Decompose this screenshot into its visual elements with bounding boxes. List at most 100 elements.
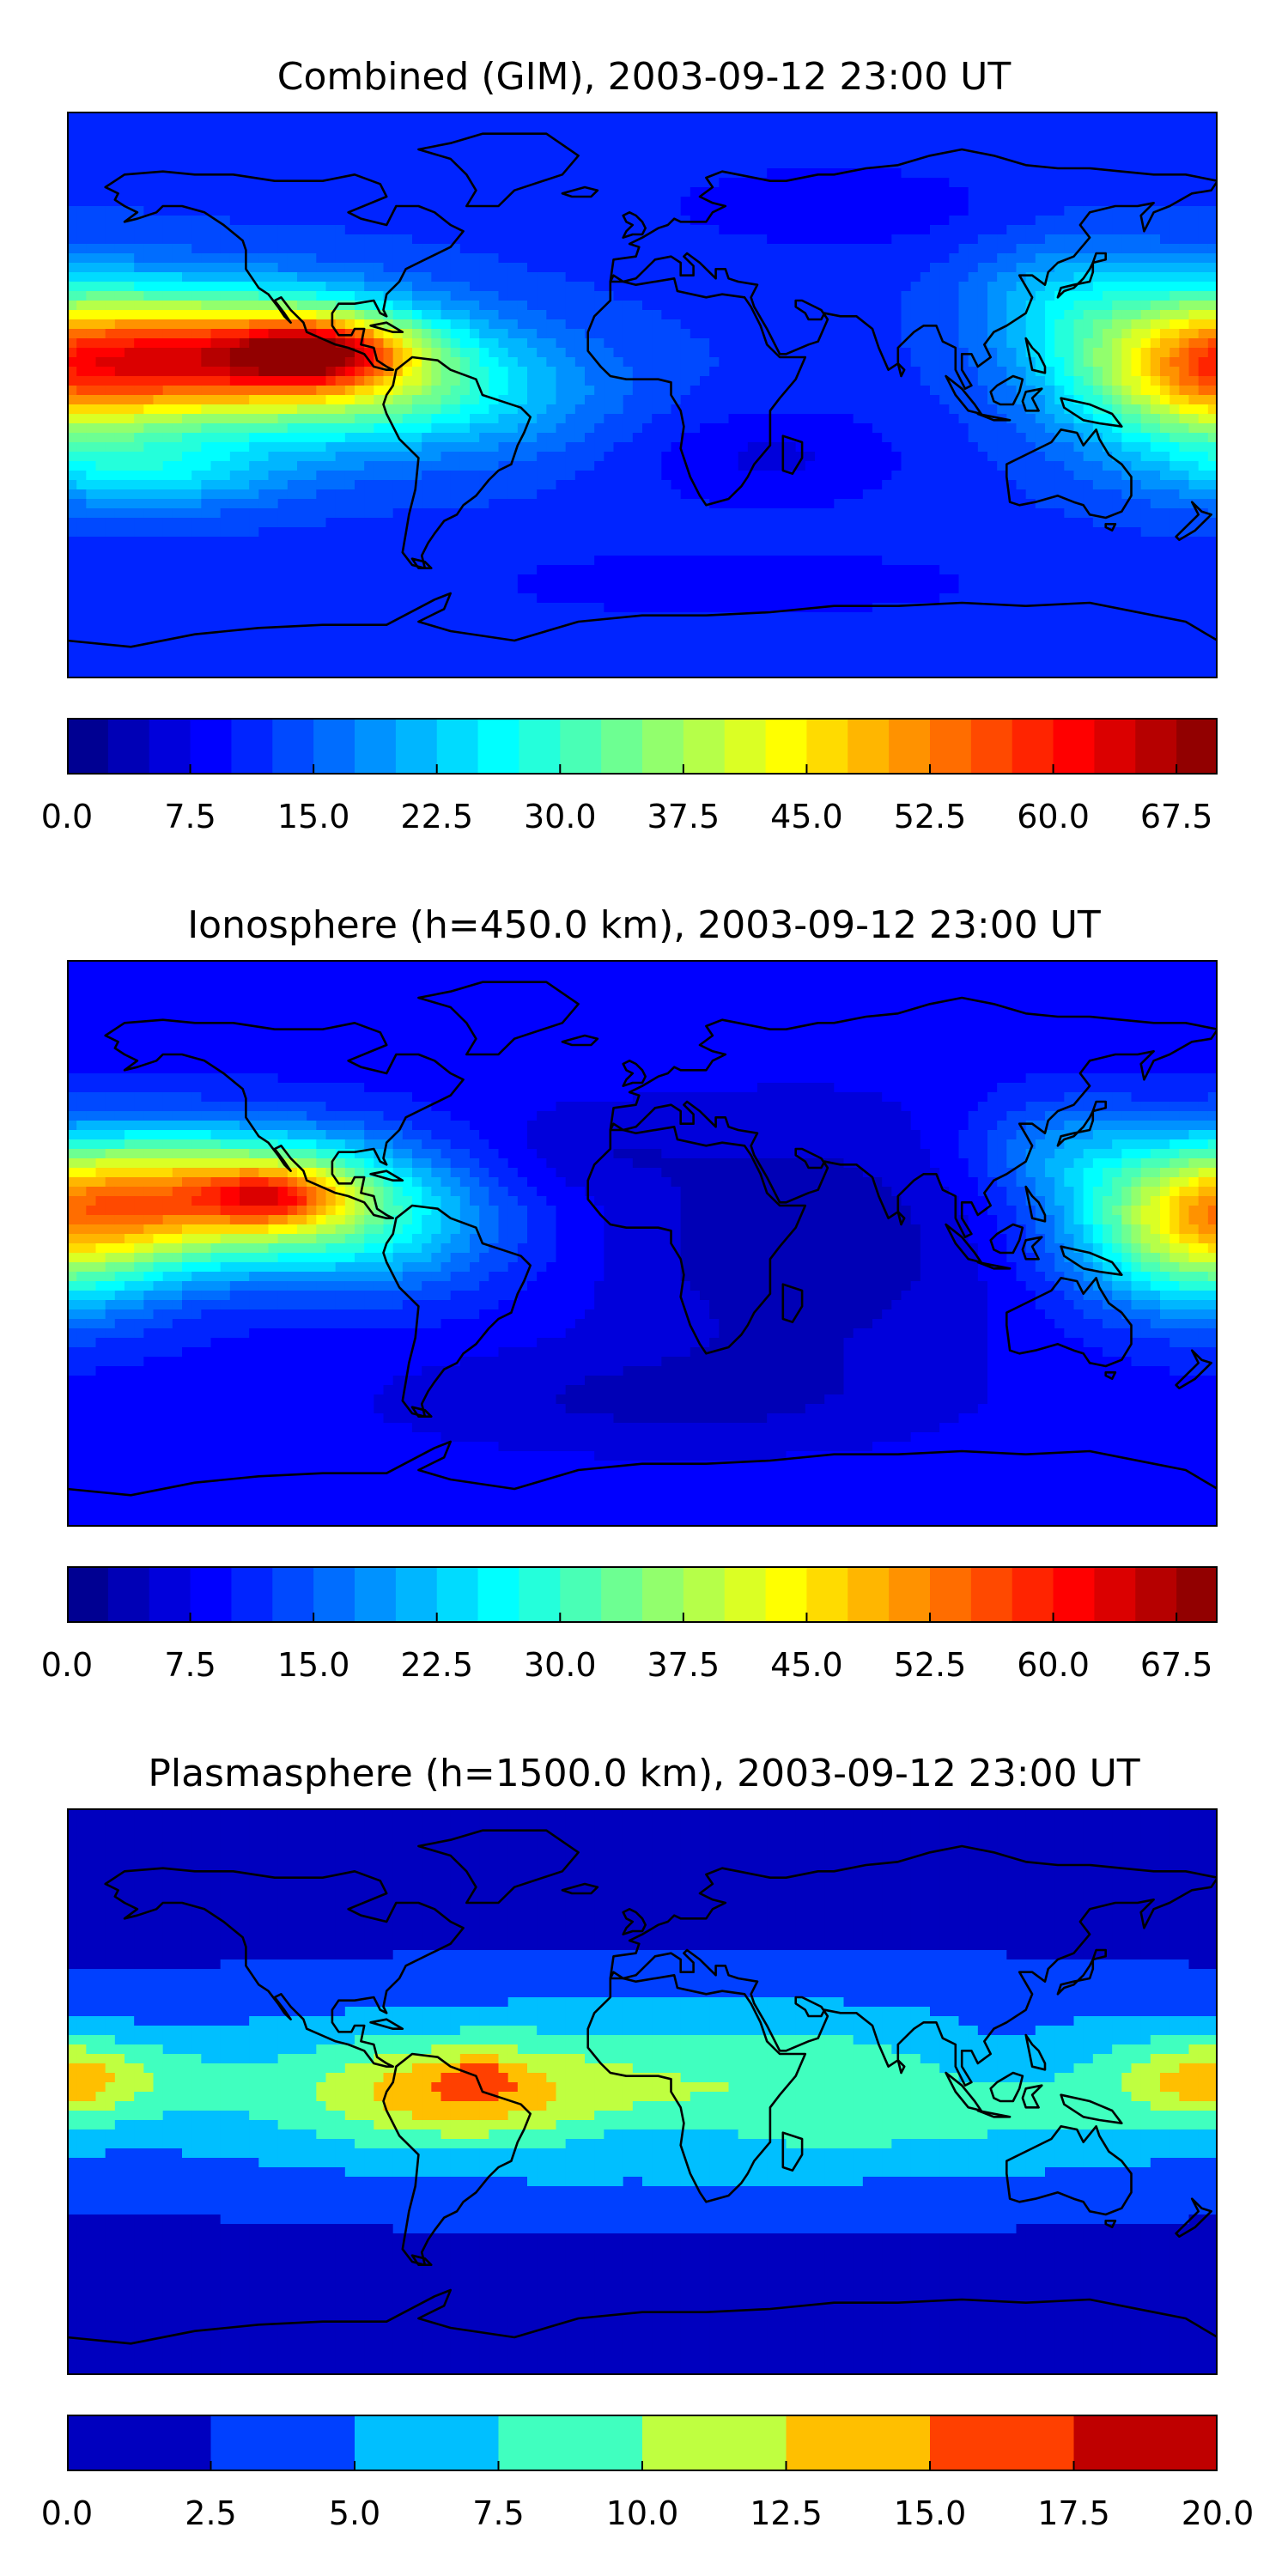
field-cell: [700, 404, 710, 415]
field-cell: [450, 131, 461, 141]
field-cell: [201, 197, 212, 207]
field-cell: [939, 348, 950, 358]
field-cell: [1121, 206, 1133, 216]
field-cell: [815, 149, 825, 160]
field-cell: [604, 423, 615, 434]
field-cell: [987, 206, 998, 216]
field-cell: [364, 301, 374, 311]
field-cell: [1064, 489, 1075, 500]
field-cell: [1179, 112, 1190, 122]
field-cell: [767, 225, 777, 235]
field-cell: [1064, 159, 1075, 169]
field-cell: [355, 225, 365, 235]
field-cell: [182, 263, 192, 273]
field-cell: [690, 489, 701, 500]
field-cell: [920, 489, 931, 500]
field-cell: [1207, 395, 1218, 405]
field-cell: [172, 272, 183, 283]
field-cell: [364, 206, 374, 216]
field-cell: [1160, 433, 1170, 443]
field-cell: [86, 121, 97, 131]
field-cell: [364, 178, 374, 188]
field-cell: [815, 168, 825, 179]
field-cell: [728, 433, 739, 443]
field-cell: [1025, 187, 1036, 197]
field-cell: [1207, 442, 1218, 453]
field-cell: [86, 489, 97, 500]
field-cell: [997, 263, 1007, 273]
field-cell: [1150, 282, 1161, 292]
field-cell: [862, 149, 873, 160]
field-cell: [556, 489, 567, 500]
field-cell: [709, 489, 720, 500]
field-cell: [527, 140, 538, 150]
field-cell: [1025, 121, 1036, 131]
field-cell: [604, 338, 615, 349]
field-cell: [76, 433, 87, 443]
field-cell: [307, 338, 317, 349]
field-cell: [997, 206, 1007, 216]
field-cell: [459, 319, 471, 330]
field-cell: [297, 376, 307, 386]
field-cell: [316, 452, 327, 462]
field-cell: [277, 395, 289, 405]
field-cell: [910, 348, 921, 358]
field-cell: [1045, 187, 1055, 197]
field-cell: [344, 187, 355, 197]
field-cell: [1121, 291, 1133, 301]
field-cell: [862, 395, 873, 405]
field-cell: [680, 187, 691, 197]
field-cell: [585, 471, 595, 481]
field-cell: [95, 121, 106, 131]
field-cell: [1188, 272, 1200, 283]
field-cell: [470, 395, 480, 405]
field-cell: [757, 244, 768, 254]
field-cell: [939, 291, 950, 301]
field-cell: [920, 367, 931, 377]
field-cell: [1198, 149, 1209, 160]
field-cell: [325, 178, 337, 188]
field-cell: [1198, 348, 1209, 358]
field-cell: [901, 395, 912, 405]
field-cell: [815, 272, 825, 283]
field-cell: [201, 376, 212, 386]
field-cell: [719, 291, 730, 301]
field-cell: [134, 395, 144, 405]
field-cell: [507, 480, 519, 490]
field-cell: [440, 499, 452, 509]
field-cell: [1207, 433, 1218, 443]
field-cell: [661, 206, 672, 216]
field-cell: [834, 149, 845, 160]
field-cell: [240, 216, 250, 226]
field-cell: [450, 386, 461, 396]
field-cell: [1150, 121, 1161, 131]
field-cell: [459, 282, 471, 292]
field-cell: [287, 386, 298, 396]
field-cell: [220, 291, 231, 301]
field-cell: [383, 395, 394, 405]
field-cell: [507, 112, 519, 122]
field-cell: [277, 386, 289, 396]
field-cell: [258, 471, 270, 481]
field-cell: [1198, 244, 1209, 254]
field-cell: [997, 121, 1007, 131]
field-cell: [680, 499, 691, 509]
field-cell: [249, 395, 259, 405]
field-cell: [1083, 121, 1094, 131]
field-cell: [728, 442, 739, 453]
field-cell: [1131, 461, 1142, 471]
field-cell: [287, 301, 298, 311]
field-cell: [1035, 423, 1046, 434]
field-cell: [834, 121, 845, 131]
field-cell: [134, 131, 144, 141]
field-cell: [1160, 442, 1170, 453]
field-cell: [565, 433, 576, 443]
field-cell: [1054, 452, 1065, 462]
field-cell: [585, 461, 595, 471]
field-cell: [652, 187, 662, 197]
field-cell: [1121, 348, 1133, 358]
field-cell: [412, 442, 422, 453]
field-cell: [268, 197, 279, 207]
field-cell: [574, 216, 586, 226]
field-cell: [632, 319, 643, 330]
